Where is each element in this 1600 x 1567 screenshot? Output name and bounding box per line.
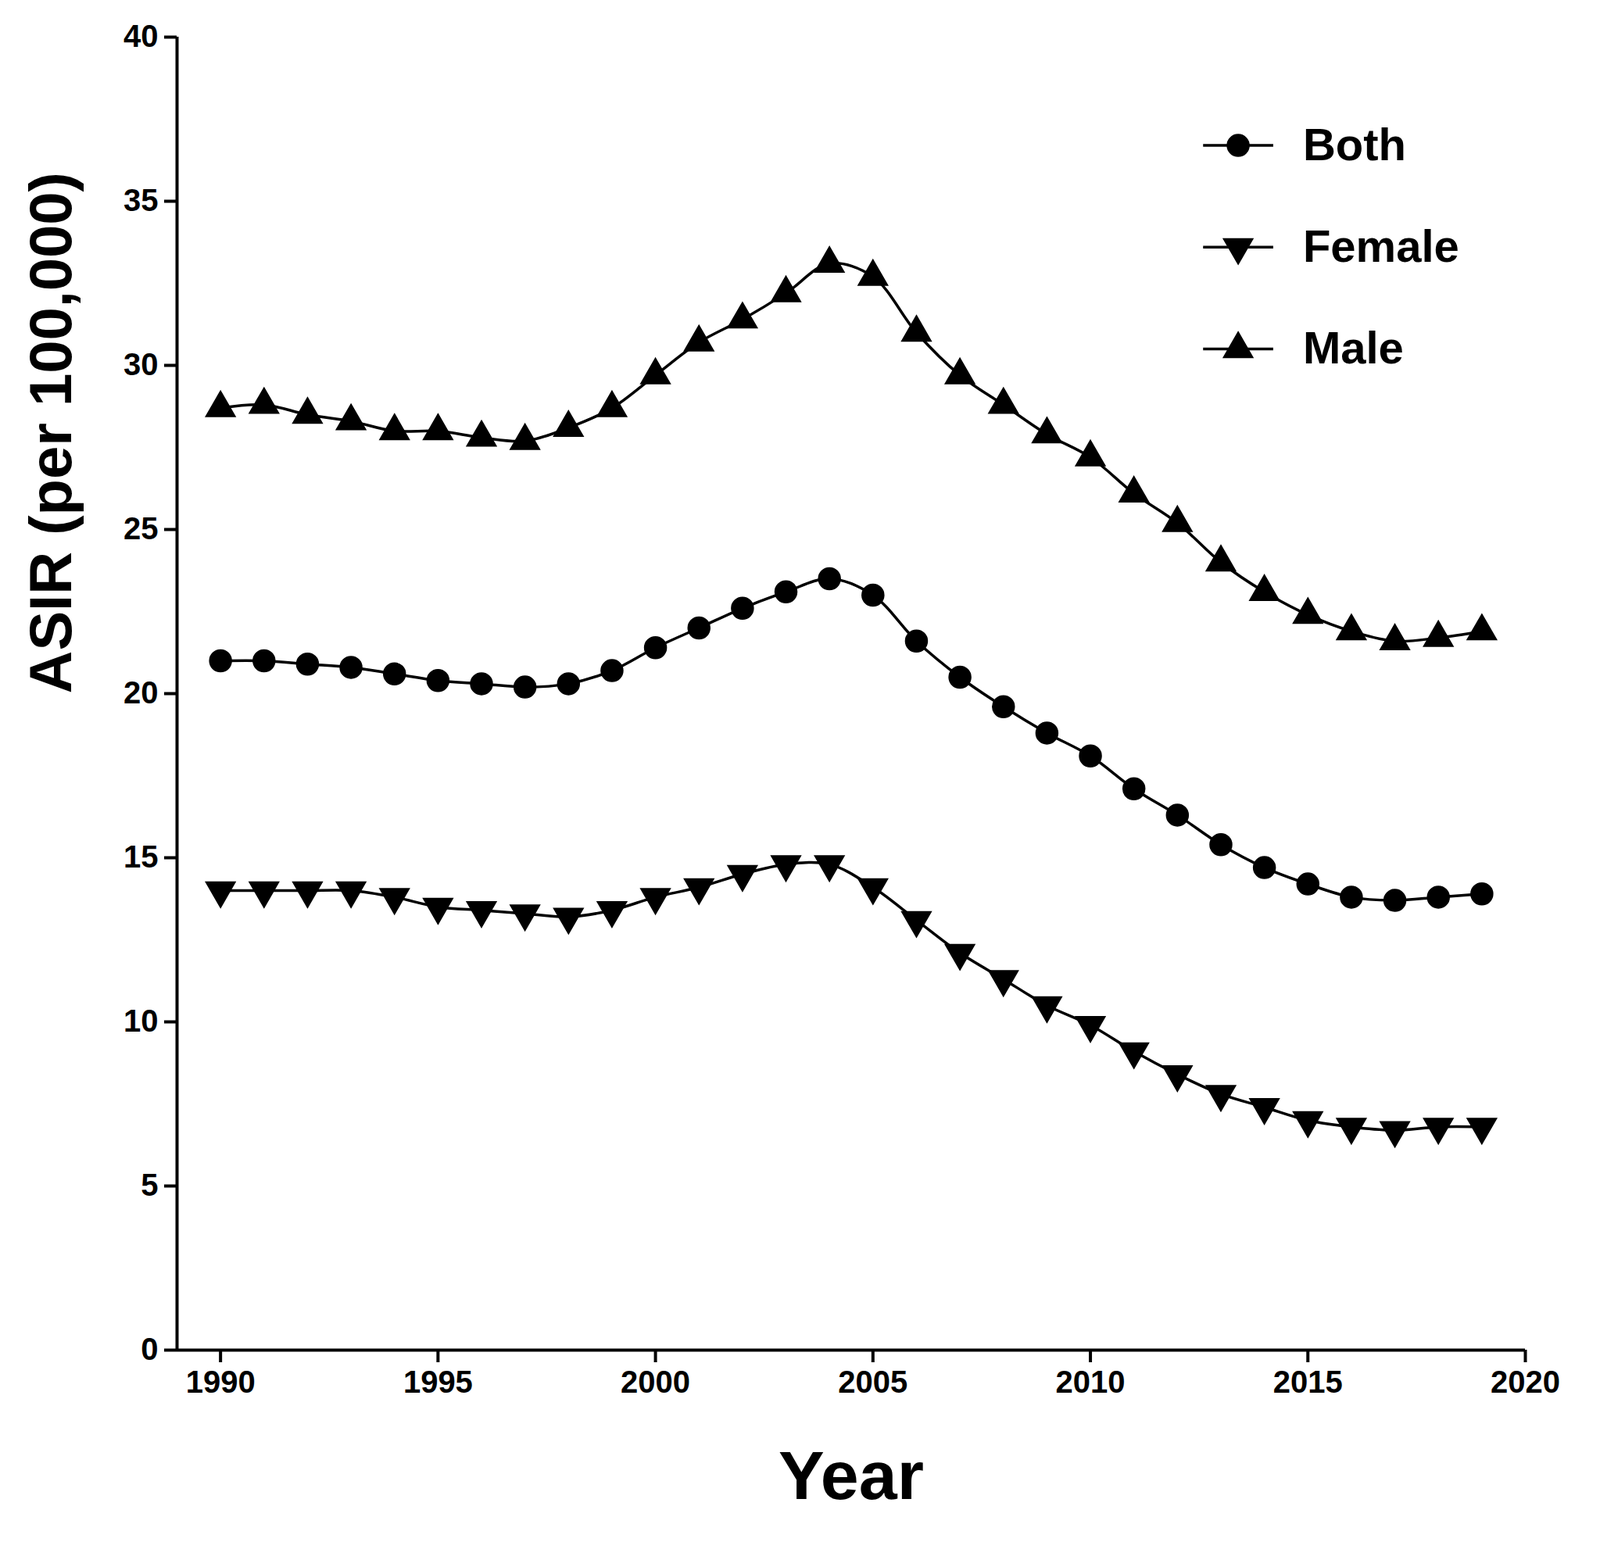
svg-text:5: 5 xyxy=(140,1167,158,1203)
svg-text:2015: 2015 xyxy=(1273,1364,1343,1400)
svg-text:25: 25 xyxy=(123,511,159,546)
svg-text:ASIR (per 100,000): ASIR (per 100,000) xyxy=(17,171,84,694)
svg-text:Both: Both xyxy=(1302,118,1407,170)
svg-text:1990: 1990 xyxy=(186,1364,256,1400)
svg-text:30: 30 xyxy=(123,347,159,382)
svg-text:0: 0 xyxy=(140,1331,158,1367)
svg-text:2020: 2020 xyxy=(1490,1364,1561,1400)
svg-text:35: 35 xyxy=(123,182,159,218)
svg-text:15: 15 xyxy=(123,839,159,874)
svg-text:2000: 2000 xyxy=(620,1364,691,1400)
svg-text:2010: 2010 xyxy=(1055,1364,1126,1400)
svg-text:40: 40 xyxy=(123,18,159,54)
svg-text:Year: Year xyxy=(778,1436,924,1515)
svg-text:1995: 1995 xyxy=(403,1364,473,1400)
svg-text:20: 20 xyxy=(123,675,159,710)
svg-text:2005: 2005 xyxy=(837,1364,908,1400)
svg-text:10: 10 xyxy=(123,1003,159,1039)
svg-text:Male: Male xyxy=(1302,322,1404,373)
svg-text:Female: Female xyxy=(1302,220,1460,272)
